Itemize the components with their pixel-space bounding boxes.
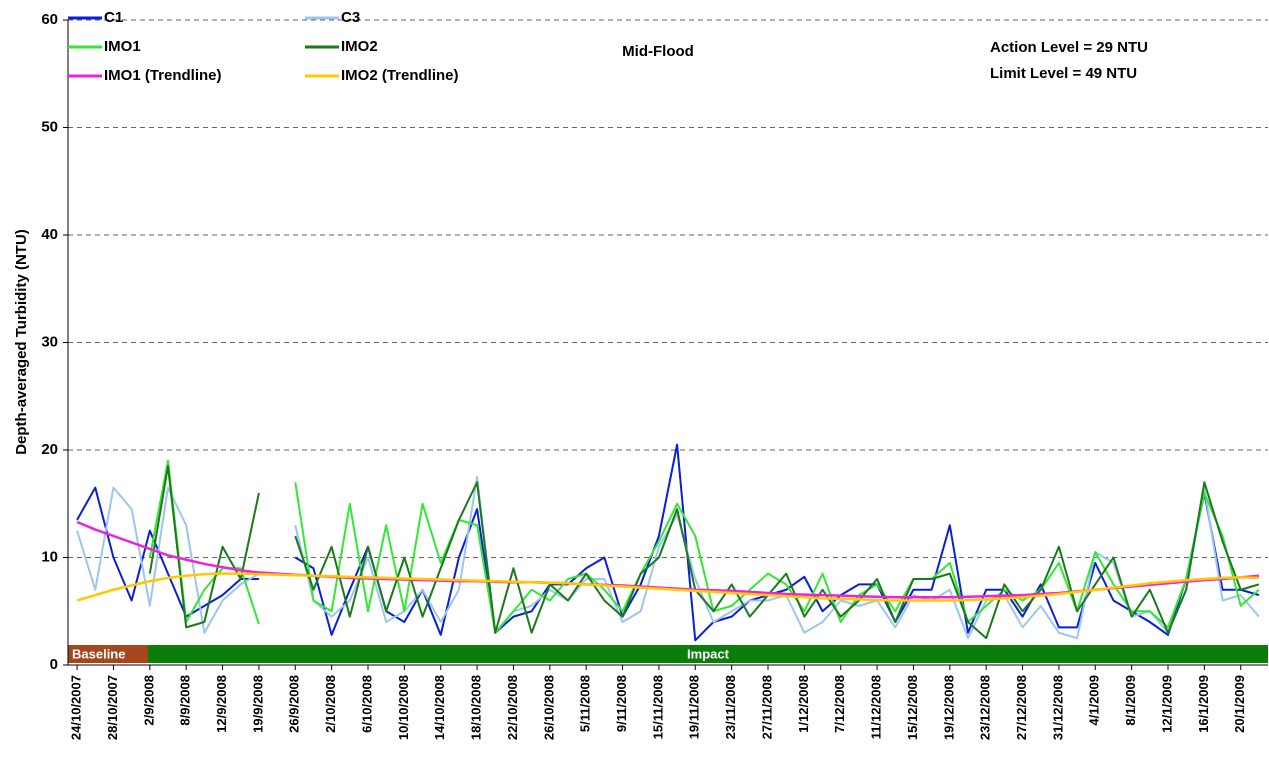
x-tick-label: 2/9/2008: [141, 675, 156, 726]
x-tick-label: 23/11/2008: [723, 675, 738, 739]
x-tick-label: 26/10/2008: [541, 675, 556, 740]
legend-label: IMO2 (Trendline): [341, 67, 459, 84]
y-tick-label: 40: [41, 226, 58, 243]
y-tick-label: 30: [41, 333, 58, 350]
legend-label: IMO1: [104, 38, 141, 55]
x-tick-label: 24/10/2007: [69, 675, 84, 740]
x-tick-label: 2/10/2008: [323, 675, 338, 733]
x-tick-label: 11/12/2008: [869, 675, 884, 739]
legend-label: IMO1 (Trendline): [104, 67, 222, 84]
phase-band: [148, 645, 1268, 663]
y-tick-label: 60: [41, 11, 58, 28]
y-axis-title: Depth-averaged Turbidity (NTU): [13, 229, 30, 455]
x-tick-label: 12/1/2009: [1159, 675, 1174, 733]
x-tick-label: 4/1/2009: [1087, 675, 1102, 726]
x-tick-label: 1/12/2008: [796, 675, 811, 733]
x-tick-label: 18/10/2008: [469, 675, 484, 740]
phase-label: Impact: [687, 646, 730, 661]
x-tick-label: 10/10/2008: [396, 675, 411, 740]
annotation: Limit Level = 49 NTU: [990, 65, 1137, 82]
x-tick-label: 22/10/2008: [505, 675, 520, 740]
series-line: [76, 572, 1259, 602]
x-tick-label: 20/1/2009: [1232, 675, 1247, 733]
x-tick-label: 23/12/2008: [978, 675, 993, 740]
y-tick-label: 0: [50, 656, 58, 673]
x-tick-label: 7/12/2008: [832, 675, 847, 733]
x-tick-label: 26/9/2008: [287, 675, 302, 733]
x-tick-label: 16/1/2009: [1196, 675, 1211, 733]
y-tick-label: 10: [41, 548, 58, 565]
y-tick-label: 20: [41, 441, 58, 458]
annotation: Mid-Flood: [622, 43, 694, 60]
annotation: Action Level = 29 NTU: [990, 39, 1148, 56]
x-tick-label: 15/11/2008: [650, 675, 665, 739]
x-tick-label: 9/11/2008: [614, 675, 629, 732]
x-tick-label: 14/10/2008: [432, 675, 447, 740]
x-tick-label: 28/10/2007: [105, 675, 120, 740]
series-line: [148, 465, 1260, 640]
x-tick-label: 8/9/2008: [178, 675, 193, 726]
legend-label: IMO2: [341, 38, 378, 55]
y-tick-label: 50: [41, 118, 58, 135]
x-tick-label: 15/12/2008: [905, 675, 920, 740]
x-tick-label: 19/11/2008: [687, 675, 702, 739]
x-tick-label: 31/12/2008: [1050, 675, 1065, 740]
x-tick-label: 6/10/2008: [359, 675, 374, 733]
x-tick-label: 12/9/2008: [214, 675, 229, 733]
x-tick-label: 27/11/2008: [759, 675, 774, 739]
x-tick-label: 19/12/2008: [941, 675, 956, 740]
phase-label: Baseline: [72, 646, 125, 661]
legend-label: C1: [104, 9, 123, 26]
x-tick-label: 19/9/2008: [250, 675, 265, 733]
x-tick-label: 5/11/2008: [578, 675, 593, 732]
phase-band: [68, 645, 148, 663]
series-line: [148, 459, 1260, 634]
legend-label: C3: [341, 9, 360, 26]
series-line: [76, 475, 1260, 640]
x-tick-label: 27/12/2008: [1014, 675, 1029, 740]
x-tick-label: 8/1/2009: [1123, 675, 1138, 726]
